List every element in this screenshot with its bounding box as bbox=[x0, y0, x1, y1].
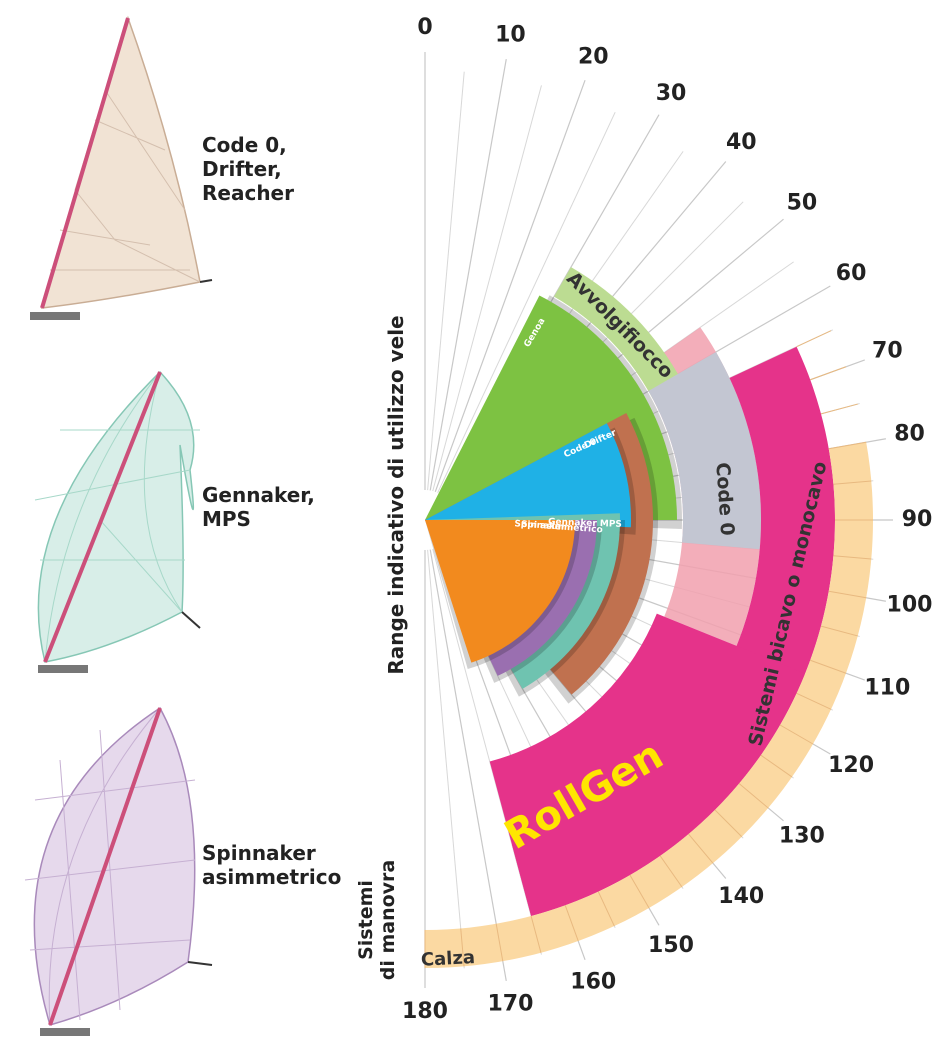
minor-grid-line bbox=[427, 71, 465, 491]
angle-label: 40 bbox=[726, 130, 757, 155]
band-tick bbox=[688, 833, 714, 864]
sail-illustration bbox=[30, 15, 213, 320]
angle-label: 30 bbox=[656, 81, 687, 106]
band-tick bbox=[629, 874, 650, 909]
angle-label: 90 bbox=[902, 507, 933, 532]
system-band bbox=[648, 352, 762, 550]
band-tick bbox=[796, 692, 832, 710]
sail-range bbox=[425, 520, 575, 663]
system-label: Code 0 bbox=[711, 462, 738, 537]
angle-label: 180 bbox=[402, 999, 448, 1024]
angle-label: 170 bbox=[487, 992, 533, 1017]
angle-label: 0 bbox=[417, 15, 432, 40]
angle-label: 80 bbox=[894, 422, 925, 447]
angle-label: 60 bbox=[836, 261, 867, 286]
bands bbox=[424, 267, 873, 968]
systems-title: Sistemidi manovra bbox=[355, 860, 399, 981]
axis-title: Range indicativo di utilizzo vele bbox=[384, 315, 408, 674]
band-tick bbox=[659, 855, 683, 888]
band-tick bbox=[714, 809, 743, 838]
band-tick bbox=[760, 754, 793, 778]
band-tick bbox=[796, 330, 832, 348]
sail-illustration bbox=[34, 370, 201, 673]
angle-label: 20 bbox=[578, 45, 609, 70]
sail-illustration bbox=[24, 706, 213, 1036]
angle-label: 100 bbox=[887, 592, 933, 617]
minor-grid-line bbox=[437, 111, 616, 494]
angle-label: 140 bbox=[718, 884, 764, 909]
angle-label: 10 bbox=[495, 22, 526, 47]
band-tick bbox=[810, 659, 847, 674]
angle-label: 160 bbox=[570, 969, 616, 994]
grid-line bbox=[429, 59, 507, 491]
grid-line bbox=[429, 549, 507, 981]
band-tick bbox=[828, 441, 867, 450]
sail-label: Code 0, Drifter, Reacher bbox=[202, 133, 294, 205]
band-tick bbox=[810, 366, 847, 381]
sail-range-label: Gennaker MPS bbox=[548, 517, 622, 530]
band-tick bbox=[833, 555, 872, 560]
system-band bbox=[489, 613, 806, 917]
band-tick bbox=[564, 905, 579, 942]
angle-label: 70 bbox=[872, 339, 903, 364]
band-tick bbox=[738, 783, 769, 809]
band-tick bbox=[495, 923, 504, 962]
minor-grid-line bbox=[432, 85, 542, 492]
sail-range bbox=[425, 423, 631, 528]
grid-line bbox=[434, 80, 586, 493]
band-tick bbox=[820, 625, 858, 637]
angle-label: 150 bbox=[648, 933, 694, 958]
system-label: Calza bbox=[420, 947, 475, 971]
band-tick bbox=[597, 891, 615, 927]
angle-label: 130 bbox=[779, 823, 825, 848]
band-tick bbox=[833, 480, 872, 485]
sail-label: Spinnaker asimmetrico bbox=[202, 841, 341, 889]
band-tick bbox=[820, 403, 858, 415]
system-band bbox=[554, 267, 683, 399]
sail-range-label: Spinnaker bbox=[514, 519, 566, 533]
band-tick bbox=[460, 928, 465, 967]
angle-label: 50 bbox=[787, 191, 818, 216]
band-tick bbox=[828, 590, 867, 599]
angle-label: 120 bbox=[828, 753, 874, 778]
angle-label: 110 bbox=[864, 675, 910, 700]
band-tick bbox=[779, 724, 814, 745]
minor-grid-line bbox=[427, 549, 465, 969]
band-tick bbox=[530, 915, 542, 953]
sail-label: Gennaker, MPS bbox=[202, 483, 315, 531]
